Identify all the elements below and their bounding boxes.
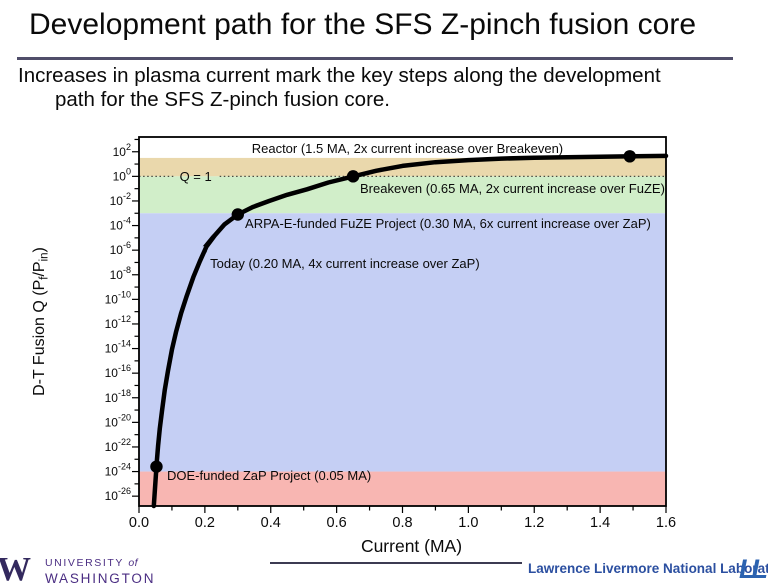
- milestone-zap-dot: [150, 460, 163, 473]
- regime-bands: [139, 157, 666, 506]
- llnl-logo-icon: LL: [739, 554, 768, 584]
- y-tick-label: 100: [113, 166, 131, 183]
- x-tick-label: 0.4: [261, 515, 281, 531]
- x-tick-label: 1.0: [458, 515, 478, 531]
- y-axis-title: D-T Fusion Q (Pf/Pin): [31, 247, 51, 396]
- milestone-zap-label: DOE-funded ZaP Project (0.05 MA): [167, 468, 371, 483]
- y-tick-label: 10-2: [110, 191, 131, 208]
- x-tick-label: 0.8: [392, 515, 412, 531]
- milestone-fuze-label: ARPA-E-funded FuZE Project (0.30 MA, 6x …: [245, 216, 651, 231]
- subtitle-line-1: Increases in plasma current mark the key…: [18, 64, 661, 87]
- q-equals-1-line: Q = 1: [139, 169, 666, 184]
- milestone-breakeven-label: Breakeven (0.65 MA, 2x current increase …: [360, 181, 665, 196]
- milestone-fuze-dot: [231, 208, 245, 221]
- y-tick-label: 10-6: [110, 240, 131, 257]
- x-tick-label: 1.6: [656, 515, 676, 531]
- y-tick-label: 10-14: [105, 339, 131, 356]
- x-axis-title: Current (MA): [361, 536, 462, 556]
- x-tick-label: 0.6: [327, 515, 347, 531]
- milestone-reactor-label: Reactor (1.5 MA, 2x current increase ove…: [252, 141, 563, 156]
- uw-wordmark-line1: UNIVERSITY of: [45, 557, 139, 569]
- milestone-reactor-dot: [623, 150, 636, 163]
- milestone-today-bolt-icon: [196, 233, 213, 264]
- x-axis: 0.0 0.2 0.4 0.6 0.8 1.0 1.2 1.4 1.6: [129, 506, 676, 531]
- y-tick-label: 102: [113, 142, 131, 159]
- q-vs-current-curve: [151, 153, 669, 509]
- fusion-q-chart: Q = 1 DOE-funded ZaP Project (0.05 MA) Tod…: [31, 136, 676, 556]
- y-tick-label: 10-20: [105, 412, 131, 429]
- y-tick-label: 10-22: [105, 437, 131, 454]
- y-tick-label: 10-10: [105, 289, 131, 306]
- page-title: Development path for the SFS Z-pinch fus…: [29, 8, 697, 41]
- footer: W UNIVERSITY of WASHINGTON Lawrence Live…: [0, 551, 768, 588]
- y-axis: 102 100 10-2 10-4 10-6 10-8 10-10 10-12 10-14 10-…: [105, 138, 139, 503]
- subtitle-line-2: path for the SFS Z-pinch fusion core.: [55, 87, 390, 111]
- x-tick-label: 0.0: [129, 515, 149, 531]
- y-tick-label: 10-4: [110, 216, 131, 233]
- x-tick-label: 0.2: [195, 515, 215, 531]
- footer-divider: [270, 562, 522, 564]
- milestone-breakeven-dot: [346, 170, 360, 183]
- zap-region: [139, 471, 666, 506]
- experiment-region: [139, 213, 666, 472]
- slide-subtitle: Increases in plasma current mark the key…: [18, 64, 661, 111]
- x-tick-label: 1.2: [524, 515, 544, 531]
- breakeven-region: [139, 176, 666, 214]
- uw-wordmark: UNIVERSITY of WASHINGTON: [45, 557, 155, 586]
- uw-wordmark-line2: WASHINGTON: [45, 571, 156, 586]
- llnl-wordmark: Lawrence Livermore National Laboratory: [528, 561, 768, 576]
- milestones: DOE-funded ZaP Project (0.05 MA) Today (0…: [150, 141, 665, 483]
- y-tick-label: 10-18: [105, 388, 131, 405]
- q1-label: Q = 1: [180, 169, 212, 184]
- milestone-today-label: Today (0.20 MA, 4x current increase over…: [210, 256, 480, 271]
- uw-logo-icon: W: [0, 551, 31, 588]
- y-tick-label: 10-12: [105, 314, 131, 331]
- y-tick-label: 10-26: [105, 486, 131, 503]
- y-tick-label: 10-8: [110, 265, 131, 282]
- y-tick-label: 10-24: [105, 462, 131, 479]
- x-tick-label: 1.4: [590, 515, 610, 531]
- y-tick-label: 10-16: [105, 363, 131, 380]
- title-divider: [17, 57, 733, 60]
